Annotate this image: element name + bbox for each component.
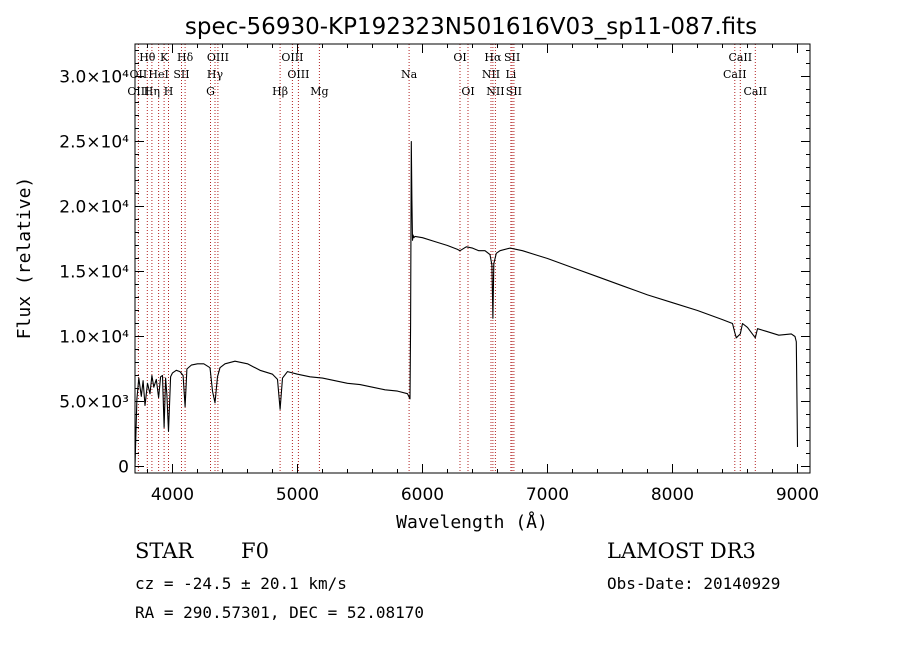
line-label: SII bbox=[504, 51, 520, 64]
y-tick-label: 5.0×10³ bbox=[59, 393, 129, 413]
line-label: Hθ bbox=[139, 51, 156, 64]
line-label: SII bbox=[506, 85, 522, 98]
line-label: OIII bbox=[207, 51, 229, 64]
line-label: K bbox=[160, 51, 169, 64]
line-label: Mg bbox=[310, 85, 328, 98]
line-label: SII bbox=[173, 68, 189, 81]
line-label: H bbox=[164, 85, 174, 98]
spectrum-series bbox=[134, 140, 799, 467]
line-label: OII bbox=[130, 68, 148, 81]
chart-title: spec-56930-KP192323N501616V03_sp11-087.f… bbox=[185, 14, 757, 40]
x-tick-label: 4000 bbox=[151, 485, 194, 505]
marker-lines bbox=[137, 44, 756, 473]
line-label: G bbox=[206, 85, 215, 98]
line-label: Hγ bbox=[207, 68, 224, 81]
object-class: STAR bbox=[135, 539, 194, 563]
line-label: Li bbox=[505, 68, 516, 81]
y-tick-label: 1.0×10⁴ bbox=[59, 328, 129, 348]
line-label: OIII bbox=[127, 85, 149, 98]
plot-frame bbox=[134, 43, 811, 474]
x-tick-label: 7000 bbox=[526, 485, 569, 505]
line-label: Hδ bbox=[177, 51, 194, 64]
line-label: CaII bbox=[743, 85, 767, 98]
line-label: OI bbox=[461, 85, 474, 98]
y-tick-label: 2.0×10⁴ bbox=[59, 198, 129, 218]
line-label: NII bbox=[482, 68, 500, 81]
x-tick-label: 8000 bbox=[651, 485, 694, 505]
y-tick-label: 3.0×10⁴ bbox=[59, 68, 129, 88]
y-tick-label: 2.5×10⁴ bbox=[59, 133, 129, 153]
line-label: Hη bbox=[144, 85, 160, 98]
line-label: CaII bbox=[723, 68, 747, 81]
survey-name: LAMOST DR3 bbox=[607, 539, 756, 563]
coordinates: RA = 290.57301, DEC = 52.08170 bbox=[135, 603, 424, 622]
y-tick-label: 0 bbox=[118, 458, 129, 478]
line-label: HeI bbox=[148, 68, 168, 81]
line-label: Na bbox=[401, 68, 418, 81]
x-axis: 4000 5000 6000 7000 8000 9000 bbox=[147, 44, 819, 505]
line-label: OIII bbox=[281, 51, 303, 64]
x-tick-label: 9000 bbox=[776, 485, 819, 505]
x-tick-label: 5000 bbox=[276, 485, 319, 505]
obs-date: Obs-Date: 20140929 bbox=[607, 574, 781, 593]
y-axis: 0 5.0×10³ 1.0×10⁴ 1.5×10⁴ 2.0×10⁴ 2.5×10⁴ 3.0×… bbox=[59, 50, 810, 478]
y-axis-label: Flux (relative) bbox=[14, 177, 35, 340]
line-label: CaII bbox=[728, 51, 752, 64]
y-tick-label: 1.5×10⁴ bbox=[59, 263, 129, 283]
line-label: OIII bbox=[287, 68, 309, 81]
line-label: OI bbox=[453, 51, 466, 64]
x-axis-label: Wavelength (Å) bbox=[396, 511, 548, 533]
line-label: Hα bbox=[484, 51, 502, 64]
line-label: NII bbox=[486, 85, 504, 98]
line-label: Hβ bbox=[272, 85, 288, 98]
velocity-readout: cz = -24.5 ± 20.1 km/s bbox=[135, 574, 347, 593]
spectrum-line bbox=[134, 140, 799, 467]
object-subclass: F0 bbox=[241, 539, 269, 563]
x-tick-label: 6000 bbox=[401, 485, 444, 505]
